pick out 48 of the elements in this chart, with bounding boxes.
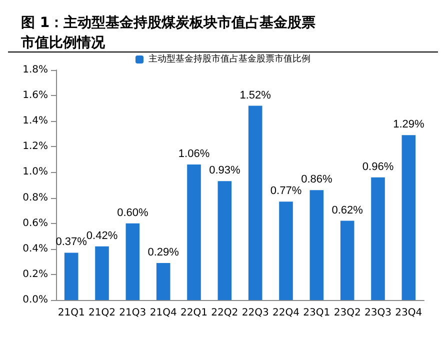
data-label: 0.77% [270, 185, 302, 198]
data-label: 0.37% [56, 236, 88, 248]
x-tick-label: 23Q4 [395, 308, 422, 318]
y-tick-label: 1.8% [22, 64, 48, 76]
bar [95, 246, 109, 300]
data-label: 0.86% [301, 174, 332, 186]
y-tick-label: 0.8% [22, 192, 48, 204]
y-tick-label: 0.6% [22, 218, 48, 229]
bar [218, 181, 232, 300]
data-label: 0.29% [148, 246, 180, 258]
bar [156, 262, 170, 300]
chart-title: 图 1：主动型基金持股煤炭板块市值占基金股票市值比例情况 [20, 14, 316, 51]
x-tick-label: 21Q2 [88, 308, 116, 318]
y-tick-label: 0.2% [22, 268, 48, 280]
data-label: 0.62% [332, 204, 364, 216]
data-label: 1.06% [178, 148, 210, 160]
bar [126, 223, 140, 300]
data-label: 0.42% [86, 230, 118, 242]
x-tick-label: 21Q4 [150, 308, 177, 318]
x-tick-label: 22Q4 [272, 308, 300, 318]
x-tick-label: 22Q2 [211, 308, 238, 318]
data-label: 0.93% [209, 164, 240, 177]
y-tick-label: 0.0% [22, 294, 48, 306]
y-tick-label: 1.4% [22, 116, 48, 127]
x-tick-label: 23Q2 [334, 308, 361, 318]
bar [187, 164, 201, 300]
bar [64, 252, 78, 300]
x-tick-label: 22Q1 [180, 308, 208, 318]
bar [371, 177, 385, 300]
bar [402, 135, 416, 300]
data-label: 1.29% [393, 118, 424, 131]
bar [279, 202, 293, 300]
x-tick-label: 21Q3 [119, 308, 146, 318]
legend-label: 主动型基金持股市值占基金股票市值比例 [148, 54, 310, 64]
x-tick-label: 22Q3 [242, 308, 269, 318]
bar [310, 190, 324, 300]
x-tick-label: 23Q3 [364, 308, 392, 318]
y-tick-label: 1.6% [22, 90, 48, 102]
y-tick-label: 0.4% [22, 243, 48, 254]
bar [248, 106, 262, 300]
y-tick-label: 1.2% [22, 141, 48, 152]
bar [340, 220, 354, 300]
y-tick-label: 1.0% [22, 166, 48, 178]
x-tick-label: 23Q1 [303, 308, 330, 318]
data-label: 1.52% [240, 89, 272, 102]
data-label: 0.60% [117, 206, 148, 219]
data-label: 0.96% [362, 160, 394, 173]
x-tick-label: 21Q1 [58, 308, 85, 318]
